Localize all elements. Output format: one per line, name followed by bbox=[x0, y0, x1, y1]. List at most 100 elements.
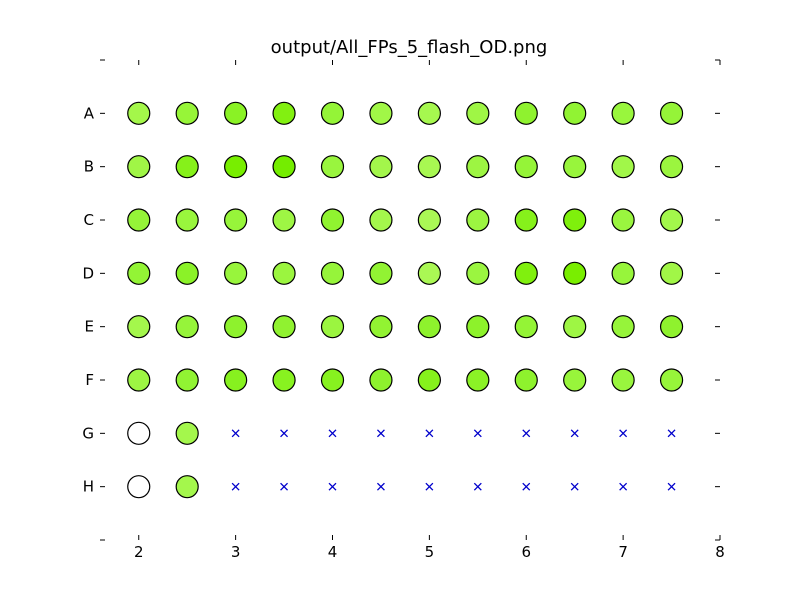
well-marker bbox=[127, 261, 151, 285]
well-marker bbox=[369, 261, 393, 285]
well-marker bbox=[563, 315, 587, 339]
well-marker bbox=[466, 368, 490, 392]
empty-well-marker bbox=[473, 482, 482, 491]
well-marker bbox=[563, 101, 587, 125]
x-tick-label: 7 bbox=[618, 543, 628, 561]
well-marker bbox=[320, 315, 345, 339]
empty-well-marker bbox=[376, 429, 385, 438]
well-marker bbox=[224, 101, 248, 125]
plot-axes: 2 3 4 5 6 7 8 A B C D E F G H bbox=[82, 59, 725, 561]
well-marker bbox=[369, 315, 393, 339]
well-marker bbox=[466, 261, 490, 285]
well-marker bbox=[659, 101, 684, 125]
well-marker bbox=[320, 101, 345, 125]
well-marker bbox=[514, 208, 538, 232]
well-marker bbox=[611, 368, 635, 392]
well-marker bbox=[175, 101, 199, 125]
chart-title: output/All_FPs_5_flash_OD.png bbox=[271, 37, 548, 58]
well-marker bbox=[659, 315, 684, 339]
well-marker bbox=[466, 315, 490, 339]
well-marker bbox=[659, 261, 684, 285]
well-marker bbox=[272, 208, 296, 232]
well-marker bbox=[514, 315, 538, 339]
empty-well-marker bbox=[376, 482, 385, 491]
well-marker bbox=[417, 208, 441, 232]
well-marker bbox=[611, 208, 635, 232]
empty-well-marker bbox=[667, 482, 676, 491]
well-marker bbox=[514, 368, 538, 392]
well-marker bbox=[224, 208, 248, 232]
well-marker bbox=[320, 261, 345, 285]
well-marker bbox=[466, 101, 490, 125]
y-tick-label: B bbox=[84, 158, 94, 176]
well-marker bbox=[127, 208, 151, 232]
well-marker bbox=[563, 368, 587, 392]
well-marker bbox=[272, 101, 296, 125]
well-marker bbox=[224, 261, 248, 285]
empty-well-marker bbox=[231, 429, 240, 438]
well-marker bbox=[417, 261, 441, 285]
well-marker bbox=[320, 368, 345, 392]
well-marker bbox=[175, 261, 199, 285]
well-marker bbox=[611, 101, 635, 125]
well-marker bbox=[320, 155, 345, 179]
x-tick-label: 5 bbox=[425, 543, 435, 561]
well-marker bbox=[369, 208, 393, 232]
y-tick-label: A bbox=[84, 104, 95, 122]
well-marker bbox=[466, 155, 490, 179]
x-tick-label: 4 bbox=[328, 543, 338, 561]
x-tick-label: 6 bbox=[521, 543, 531, 561]
empty-well-marker bbox=[328, 429, 337, 438]
well-marker bbox=[272, 315, 296, 339]
well-marker bbox=[320, 208, 345, 232]
empty-well-marker bbox=[619, 482, 628, 491]
empty-well-marker bbox=[667, 429, 676, 438]
well-marker bbox=[417, 315, 441, 339]
empty-well-marker bbox=[328, 482, 337, 491]
empty-well-marker bbox=[619, 429, 628, 438]
y-tick-label: F bbox=[85, 371, 94, 389]
x-tick-label: 3 bbox=[231, 543, 241, 561]
well-marker bbox=[466, 208, 490, 232]
well-marker bbox=[514, 155, 538, 179]
well-marker bbox=[272, 155, 296, 179]
well-marker bbox=[369, 368, 393, 392]
plate-wells bbox=[127, 101, 684, 499]
well-marker bbox=[369, 101, 393, 125]
well-marker bbox=[127, 315, 151, 339]
well-marker bbox=[127, 368, 151, 392]
well-marker bbox=[514, 101, 538, 125]
empty-well-marker bbox=[570, 429, 579, 438]
y-tick-label: G bbox=[82, 424, 94, 442]
well-marker bbox=[175, 421, 199, 445]
well-marker bbox=[224, 368, 248, 392]
y-tick-label: E bbox=[85, 318, 94, 336]
well-marker bbox=[659, 208, 684, 232]
empty-well-marker bbox=[570, 482, 579, 491]
well-marker bbox=[175, 315, 199, 339]
well-marker bbox=[369, 155, 393, 179]
empty-well-marker bbox=[231, 482, 240, 491]
well-marker bbox=[417, 368, 441, 392]
empty-well-marker bbox=[425, 482, 434, 491]
well-marker bbox=[659, 368, 684, 392]
well-marker bbox=[272, 368, 296, 392]
well-marker bbox=[514, 261, 538, 285]
empty-well-marker bbox=[280, 429, 289, 438]
empty-well-marker bbox=[425, 429, 434, 438]
well-marker bbox=[611, 315, 635, 339]
well-marker bbox=[417, 155, 441, 179]
well-marker bbox=[659, 155, 684, 179]
well-marker bbox=[127, 421, 151, 445]
y-tick-label: C bbox=[84, 211, 94, 229]
empty-well-marker bbox=[473, 429, 482, 438]
well-marker bbox=[563, 208, 587, 232]
empty-well-marker bbox=[522, 429, 531, 438]
empty-well-marker bbox=[280, 482, 289, 491]
well-marker bbox=[611, 155, 635, 179]
well-marker bbox=[272, 261, 296, 285]
well-marker bbox=[175, 475, 199, 499]
well-marker bbox=[175, 208, 199, 232]
well-marker bbox=[127, 101, 151, 125]
